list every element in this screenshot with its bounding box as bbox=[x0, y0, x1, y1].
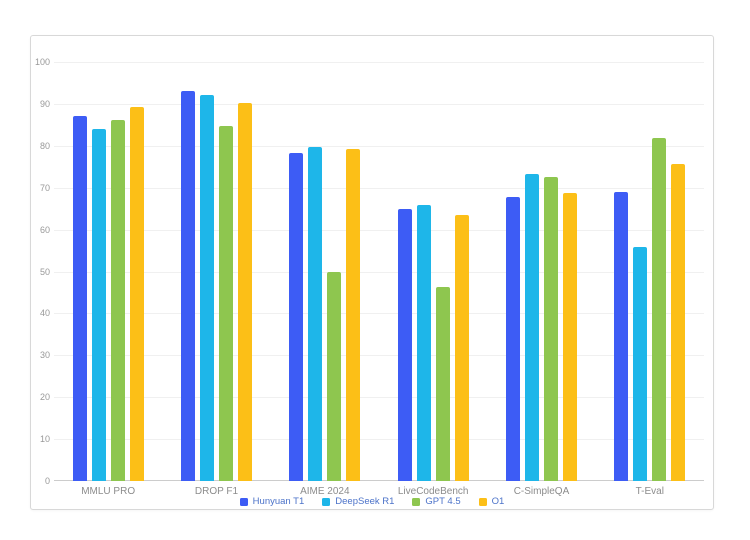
y-axis-tick-label: 0 bbox=[44, 476, 50, 486]
bar-o1 bbox=[346, 149, 361, 481]
legend-label: O1 bbox=[491, 496, 505, 507]
bar-hunyuan-t1 bbox=[505, 196, 520, 481]
gridline bbox=[54, 397, 704, 399]
bar-group-c-simpleqa bbox=[487, 62, 595, 481]
x-axis-category-label: T-Eval bbox=[635, 486, 664, 497]
legend-label: DeepSeek R1 bbox=[335, 496, 395, 507]
gridline bbox=[54, 355, 704, 357]
gridline bbox=[54, 145, 704, 147]
x-axis-category-label: LiveCodeBench bbox=[397, 486, 469, 497]
y-axis-tick-label: 50 bbox=[39, 266, 50, 277]
x-axis-line bbox=[54, 480, 704, 481]
bar-group-t-eval bbox=[596, 62, 704, 481]
bar-deepseek-r1 bbox=[199, 94, 214, 481]
bar-group-aime-2024 bbox=[271, 62, 379, 481]
bar-group-livecodebench bbox=[379, 62, 487, 481]
y-axis-tick-label: 60 bbox=[39, 224, 50, 235]
plot-area bbox=[54, 62, 704, 481]
bar-hunyuan-t1 bbox=[72, 115, 87, 481]
bar-gpt-4-5 bbox=[327, 271, 342, 481]
bar-deepseek-r1 bbox=[416, 204, 431, 481]
bar-deepseek-r1 bbox=[524, 173, 539, 481]
y-axis-tick-label: 80 bbox=[39, 140, 50, 151]
bar-o1 bbox=[562, 192, 577, 481]
bar-hunyuan-t1 bbox=[397, 209, 412, 481]
gridline bbox=[54, 229, 704, 231]
legend-item-gpt-4-5[interactable]: GPT 4.5 bbox=[412, 496, 461, 507]
chart-panel: 0 10 20 30 40 50 60 70 80 90 100 MMLU PRO DROP F1 AI… bbox=[30, 35, 714, 510]
bar-hunyuan-t1 bbox=[180, 90, 195, 481]
y-axis-tick-label: 90 bbox=[39, 98, 50, 109]
bar-hunyuan-t1 bbox=[614, 191, 629, 481]
x-axis-category-label: AIME 2024 bbox=[300, 486, 350, 497]
legend-marker-icon bbox=[478, 497, 487, 506]
bar-gpt-4-5 bbox=[435, 286, 450, 481]
legend: Hunyuan T1 DeepSeek R1 GPT 4.5 O1 bbox=[31, 496, 713, 507]
bar-gpt-4-5 bbox=[110, 120, 125, 481]
bar-gpt-4-5 bbox=[218, 126, 233, 481]
legend-marker-icon bbox=[239, 497, 248, 506]
bar-group-mmlu-pro bbox=[54, 62, 162, 481]
x-axis-labels: MMLU PRO DROP F1 AIME 2024 LiveCodeBench C-S… bbox=[54, 486, 704, 497]
legend-item-deepseek-r1[interactable]: DeepSeek R1 bbox=[322, 496, 394, 507]
gridline bbox=[54, 103, 704, 105]
legend-marker-icon bbox=[322, 497, 331, 506]
legend-item-hunyuan-t1[interactable]: Hunyuan T1 bbox=[239, 496, 305, 507]
y-axis-tick-label: 40 bbox=[39, 308, 50, 319]
y-axis-tick-label: 100 bbox=[34, 57, 50, 67]
bar-o1 bbox=[129, 106, 144, 481]
y-axis-tick-label: 70 bbox=[39, 182, 50, 193]
gridline bbox=[54, 439, 704, 441]
x-axis-category-label: MMLU PRO bbox=[81, 486, 136, 497]
bar-hunyuan-t1 bbox=[289, 153, 304, 481]
gridline bbox=[54, 187, 704, 189]
legend-item-o1[interactable]: O1 bbox=[478, 496, 505, 507]
legend-label: Hunyuan T1 bbox=[252, 496, 305, 507]
bar-o1 bbox=[671, 163, 686, 481]
bar-gpt-4-5 bbox=[543, 176, 558, 481]
bar-deepseek-r1 bbox=[308, 146, 323, 481]
bar-o1 bbox=[454, 215, 469, 481]
y-axis-tick-label: 10 bbox=[39, 434, 50, 445]
bar-gpt-4-5 bbox=[652, 137, 667, 481]
gridline bbox=[54, 313, 704, 315]
x-axis-category-label: C-SimpleQA bbox=[513, 486, 570, 497]
legend-marker-icon bbox=[412, 497, 421, 506]
bar-deepseek-r1 bbox=[91, 129, 106, 481]
legend-label: GPT 4.5 bbox=[425, 496, 461, 507]
gridline bbox=[54, 62, 704, 63]
y-axis-tick-label: 30 bbox=[39, 350, 50, 361]
y-axis-tick-label: 20 bbox=[39, 392, 50, 403]
bar-o1 bbox=[237, 103, 252, 481]
bar-deepseek-r1 bbox=[633, 246, 648, 481]
x-axis-category-label: DROP F1 bbox=[194, 486, 239, 497]
bar-group-drop-f1 bbox=[162, 62, 270, 481]
gridline bbox=[54, 271, 704, 273]
